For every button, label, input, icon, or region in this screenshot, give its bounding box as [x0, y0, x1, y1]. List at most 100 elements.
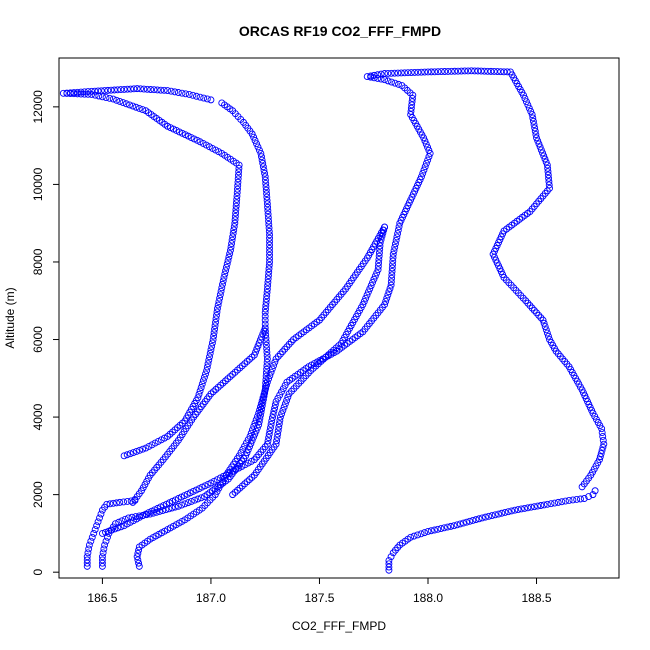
data-point [370, 74, 378, 82]
data-point [264, 278, 272, 286]
data-point [263, 362, 271, 370]
data-point [381, 76, 389, 84]
data-point [202, 370, 209, 378]
data-point [472, 516, 480, 524]
data-point [537, 146, 545, 154]
data-point [191, 496, 199, 504]
data-point [264, 210, 272, 218]
data-point [371, 272, 379, 280]
data-point [132, 103, 140, 111]
data-point [206, 353, 213, 361]
data-point [521, 95, 529, 102]
data-point [234, 171, 242, 179]
data-point [196, 93, 204, 101]
data-point [533, 134, 540, 142]
data-point [248, 353, 256, 361]
data-point [386, 285, 394, 292]
data-point [196, 387, 204, 395]
data-point [544, 164, 552, 172]
data-point [541, 155, 549, 163]
data-point [374, 266, 382, 274]
data-point [281, 345, 289, 353]
data-point [226, 250, 234, 258]
data-point [367, 282, 375, 290]
data-point [243, 478, 251, 486]
data-point [129, 449, 137, 456]
data-point [454, 67, 462, 75]
data-point [378, 232, 386, 240]
data-point [480, 67, 488, 75]
data-point [203, 95, 211, 103]
data-point [219, 277, 227, 285]
data-point [96, 514, 103, 522]
data-point [533, 309, 540, 317]
data-point [120, 522, 128, 530]
data-point [232, 202, 240, 210]
data-point [194, 394, 202, 402]
data-point [234, 175, 242, 183]
data-point [114, 524, 122, 532]
data-point [283, 397, 291, 404]
data-point [360, 298, 368, 305]
data-point [85, 541, 93, 549]
data-point [254, 342, 262, 350]
data-point [261, 308, 269, 316]
x-tick-label: 187.5 [304, 591, 334, 605]
data-point [526, 302, 534, 310]
data-point [250, 423, 258, 430]
data-point [262, 341, 270, 349]
data-point [484, 67, 492, 75]
data-point [263, 190, 271, 198]
data-point [596, 456, 603, 464]
data-point [235, 168, 243, 176]
data-point [139, 106, 147, 114]
data-point [98, 562, 106, 570]
data-point [135, 546, 143, 554]
data-point [419, 169, 427, 177]
x-axis: 186.5 187.0 187.5 188.0 188.5 [87, 578, 552, 605]
data-point [453, 521, 461, 529]
data-point [263, 288, 271, 296]
data-point [140, 85, 148, 93]
data-point [265, 261, 273, 269]
data-point [545, 178, 553, 186]
data-point [120, 452, 128, 460]
x-tick-label: 186.5 [87, 591, 117, 605]
data-point [209, 388, 217, 396]
data-point [531, 124, 539, 132]
data-point [391, 69, 399, 77]
data-point [136, 446, 144, 454]
data-point [254, 143, 262, 151]
data-point [542, 158, 550, 166]
data-point [234, 366, 241, 374]
data-point [457, 67, 465, 75]
data-point [182, 90, 190, 98]
data-point [234, 182, 242, 190]
data-point [471, 67, 479, 75]
data-point [503, 68, 511, 76]
data-point [212, 386, 220, 393]
data-point [477, 67, 485, 75]
data-point [359, 301, 367, 309]
data-point [283, 343, 291, 351]
data-point [421, 68, 429, 76]
y-tick-label: 12000 [31, 90, 45, 124]
data-point [105, 527, 113, 535]
data-point [540, 501, 548, 509]
data-point [600, 440, 608, 448]
data-point [522, 98, 530, 106]
data-point [274, 430, 282, 438]
data-point [251, 419, 259, 427]
data-point [285, 340, 293, 348]
data-point [212, 318, 219, 326]
data-point [261, 324, 269, 332]
data-point [547, 500, 555, 508]
data-point [281, 400, 289, 408]
data-point [258, 397, 266, 405]
data-point [93, 522, 101, 530]
data-point [525, 104, 533, 112]
data-point [226, 373, 234, 381]
data-point [273, 433, 281, 441]
data-point [212, 315, 220, 323]
data-point [369, 278, 376, 286]
